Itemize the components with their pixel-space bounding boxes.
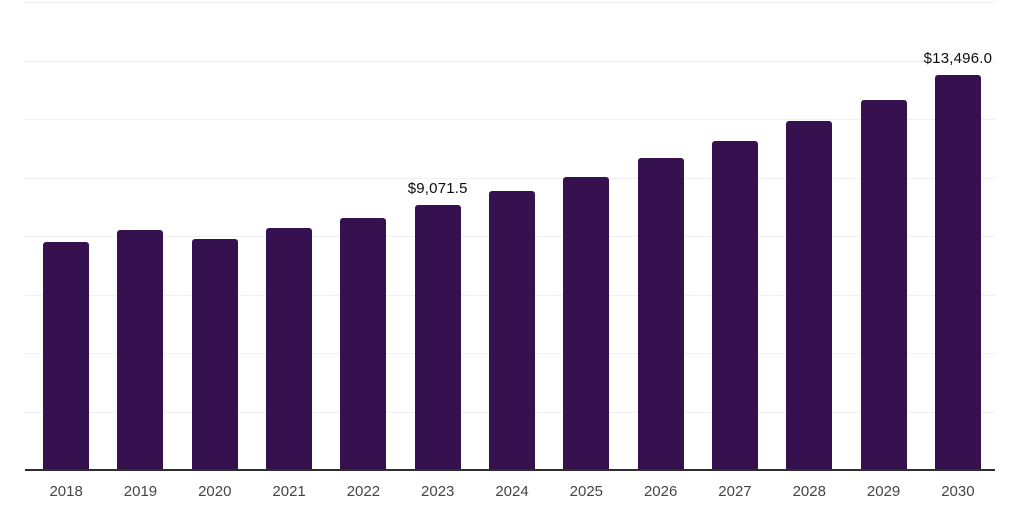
bar-2020 (191, 238, 238, 470)
bar-slot: $9,071.5 (401, 2, 475, 470)
bar-2027 (711, 140, 758, 470)
bars-row: $9,071.5 $13,496.0 (29, 2, 995, 470)
x-axis-label-2027: 2027 (718, 483, 752, 500)
bar-slot (698, 2, 772, 470)
bar-2024 (489, 190, 536, 470)
bar-2018 (43, 242, 90, 470)
x-axis-label-2029: 2029 (866, 483, 901, 500)
bar-2028 (786, 121, 833, 470)
x-axis-label-2026: 2026 (643, 483, 678, 500)
bar-2023 (414, 204, 461, 470)
bar-slot (29, 2, 103, 470)
bar-2021 (266, 227, 313, 470)
x-axis-labels: 2018 2019 2020 2021 2022 2023 2024 2025 2026 2027… (29, 483, 995, 500)
bar-value-label: $9,071.5 (407, 179, 468, 197)
bar-2019 (117, 229, 164, 470)
bar-slot (846, 2, 920, 470)
bar-2022 (340, 218, 387, 470)
bar-slot (326, 2, 400, 470)
bar-2025 (563, 176, 610, 470)
x-axis-label-2020: 2020 (198, 483, 232, 500)
bar-2030 (934, 75, 981, 470)
x-axis-label-2023: 2023 (421, 483, 455, 500)
bar-slot (624, 2, 698, 470)
bar-slot (252, 2, 326, 470)
x-axis-label-2019: 2019 (123, 483, 158, 500)
bar-slot (178, 2, 252, 470)
bar-2029 (860, 100, 907, 470)
x-axis-line (25, 469, 995, 471)
bar-value-label: $13,496.0 (923, 50, 993, 68)
bar-2026 (637, 157, 684, 470)
bar-slot (772, 2, 846, 470)
x-axis-label-2024: 2024 (495, 483, 529, 500)
plot-area: $9,071.5 $13,496.0 (29, 2, 995, 470)
bar-slot: $13,496.0 (921, 2, 995, 470)
x-axis-label-2030: 2030 (941, 483, 975, 500)
x-axis-label-2021: 2021 (272, 483, 306, 500)
bar-slot (475, 2, 549, 470)
bar-slot (549, 2, 623, 470)
x-axis-label-2025: 2025 (569, 483, 604, 500)
bar-slot (103, 2, 177, 470)
x-axis-label-2022: 2022 (346, 483, 381, 500)
x-axis-label-2028: 2028 (792, 483, 826, 500)
x-axis-label-2018: 2018 (49, 483, 83, 500)
